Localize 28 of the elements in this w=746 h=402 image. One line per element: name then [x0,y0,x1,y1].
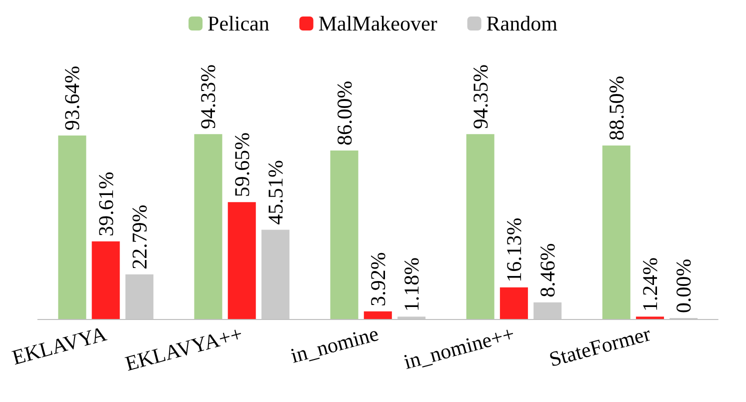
bar [500,287,528,319]
data-label: 45.51% [263,160,288,225]
data-label: 59.65% [230,132,254,198]
bar [364,311,392,319]
bar [602,146,630,319]
data-label: 1.18% [400,257,424,312]
data-label: 94.35% [468,64,492,130]
data-label: 22.79% [127,204,152,270]
bar [466,134,494,319]
bar [92,241,120,319]
legend-label: Pelican [208,12,270,36]
data-label: 16.13% [502,218,526,282]
data-label: 1.24% [638,257,662,312]
data-label: 39.61% [94,172,118,236]
data-label: 88.50% [604,76,628,141]
bar [58,135,86,319]
legend-label: Random [486,12,558,36]
data-label: 8.46% [536,243,560,298]
data-label: 93.64% [60,66,84,130]
bar [228,202,256,319]
legend-label: MalMakeover [318,12,438,36]
data-label: 0.00% [672,258,696,313]
data-label: 3.92% [366,252,390,306]
bar [194,134,222,319]
bar [330,150,358,319]
data-label: 94.33% [196,64,220,130]
data-label: 86.00% [332,80,356,146]
x-tick-label: in_nomine [288,321,381,368]
